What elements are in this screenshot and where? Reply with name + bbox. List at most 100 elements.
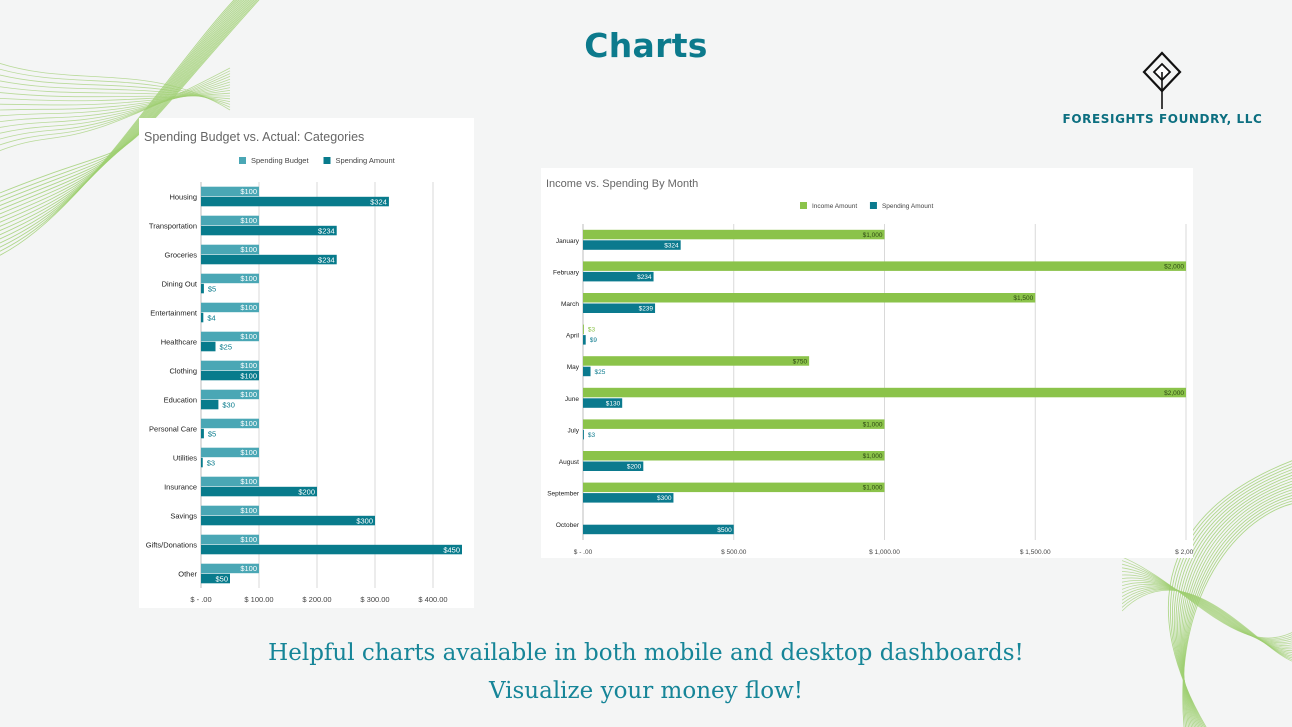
data-label-spending-budget-utilities: $100 [240, 448, 257, 457]
data-label-spending-budget-education: $100 [240, 390, 257, 399]
category-label-october: October [556, 522, 580, 529]
x-tick-label: $ - .00 [190, 595, 211, 604]
data-label-spending-amount-healthcare: $25 [220, 342, 233, 351]
bar-spending-amount-september [583, 493, 674, 503]
decor-line [1122, 563, 1292, 641]
bar-spending-budget-education [201, 389, 259, 400]
data-label-income-amount-january: $1,000 [863, 232, 883, 239]
bar-spending-budget-transportation [201, 215, 259, 226]
category-label-july: July [567, 427, 579, 434]
decor-line [0, 68, 231, 108]
x-tick-label: $ 400.00 [418, 595, 447, 604]
bar-spending-amount-groceries [201, 254, 337, 265]
bar-spending-budget-entertainment [201, 302, 259, 313]
caption-line-2: Visualize your money flow! [488, 678, 804, 704]
bar-spending-budget-other [201, 563, 259, 574]
decor-line [1122, 582, 1292, 650]
x-tick-label: $ 2,000 [1175, 549, 1193, 556]
data-label-spending-amount-january: $324 [664, 242, 679, 249]
category-label-gifts-donations: Gifts/Donations [146, 541, 198, 550]
data-label-spending-budget-dining-out: $100 [240, 274, 257, 283]
legend-swatch-spending-amount [869, 202, 877, 209]
x-tick-label: $ 1,500.00 [1020, 549, 1051, 556]
chart-title: Income vs. Spending By Month [546, 178, 698, 190]
bar-spending-budget-dining-out [201, 273, 259, 284]
decor-line [0, 84, 231, 117]
data-label-income-amount-august: $1,000 [863, 453, 883, 460]
bar-spending-amount-march [583, 303, 656, 313]
data-label-spending-amount-gifts-donations: $450 [443, 545, 460, 554]
bar-income-amount-may [583, 356, 810, 366]
data-label-spending-budget-clothing: $100 [240, 361, 257, 370]
data-label-spending-budget-healthcare: $100 [240, 332, 257, 341]
company-name: FORESIGHTS FOUNDRY, LLC [1062, 112, 1263, 126]
chart-title: Spending Budget vs. Actual: Categories [144, 130, 364, 144]
data-label-spending-amount-april: $9 [590, 337, 598, 344]
diamond-logo-icon [1142, 51, 1182, 109]
data-label-spending-amount-february: $234 [637, 274, 652, 281]
data-label-income-amount-april: $3 [588, 327, 596, 334]
x-tick-label: $ 200.00 [302, 595, 331, 604]
bar-spending-amount-clothing [201, 370, 259, 381]
chart-card-months: Income vs. Spending By Month Income Amoun… [541, 168, 1193, 558]
bar-spending-amount-april [583, 335, 586, 345]
legend-swatch-income-amount [800, 202, 807, 209]
decor-line [0, 74, 231, 105]
bar-spending-amount-july [583, 429, 584, 440]
bar-spending-budget-gifts-donations [201, 534, 259, 545]
category-label-january: January [556, 238, 580, 245]
bar-income-amount-july [583, 419, 885, 429]
category-label-june: June [565, 396, 579, 403]
data-label-spending-budget-housing: $100 [240, 187, 257, 196]
decor-line [0, 80, 231, 102]
bar-income-amount-august [583, 451, 885, 461]
bar-spending-amount-personal-care [201, 428, 204, 439]
legend-swatch-spending-budget [239, 157, 246, 164]
chart-card-categories: Spending Budget vs. Actual: Categories Sp… [139, 118, 474, 608]
caption-line-1: Helpful charts available in both mobile … [268, 640, 1024, 666]
legend-label-spending-budget: Spending Budget [251, 156, 309, 165]
decor-line [0, 90, 231, 106]
data-label-spending-amount-august: $200 [627, 464, 642, 471]
category-label-groceries: Groceries [164, 251, 197, 260]
category-spending-chart: Spending Budget vs. Actual: Categories Sp… [144, 130, 462, 604]
bar-spending-amount-january [583, 240, 681, 250]
data-label-spending-budget-entertainment: $100 [240, 303, 257, 312]
data-label-spending-amount-education: $30 [222, 400, 235, 409]
category-label-may: May [567, 364, 580, 371]
decor-line [0, 87, 231, 111]
decor-line [1122, 571, 1292, 644]
decor-line [0, 62, 231, 111]
category-label-savings: Savings [170, 512, 197, 521]
x-tick-label: $ 100.00 [244, 595, 273, 604]
data-label-spending-amount-other: $50 [215, 574, 228, 583]
data-label-spending-amount-september: $300 [657, 495, 672, 502]
decor-line [0, 81, 231, 123]
data-label-spending-budget-other: $100 [240, 564, 257, 573]
data-label-spending-amount-entertainment: $4 [207, 313, 215, 322]
category-label-healthcare: Healthcare [161, 338, 197, 347]
data-label-income-amount-june: $2,000 [1164, 390, 1184, 397]
bar-spending-budget-healthcare [201, 331, 259, 342]
decor-line [1122, 580, 1292, 648]
category-label-entertainment: Entertainment [150, 309, 198, 318]
category-label-insurance: Insurance [164, 483, 197, 492]
legend-label-income-amount: Income Amount [812, 203, 857, 210]
category-label-april: April [566, 333, 580, 340]
bar-spending-amount-august [583, 461, 644, 471]
bar-spending-budget-insurance [201, 476, 259, 487]
decor-line [1122, 560, 1292, 640]
bar-income-amount-september [583, 482, 885, 493]
legend-label-spending-amount: Spending Amount [336, 156, 396, 165]
x-tick-label: $ 500.00 [721, 549, 747, 556]
bar-spending-amount-gifts-donations [201, 544, 462, 555]
decor-line [1122, 556, 1292, 639]
bar-spending-budget-clothing [201, 360, 259, 371]
data-label-spending-amount-groceries: $234 [318, 255, 335, 264]
data-label-income-amount-may: $750 [793, 358, 808, 365]
data-label-income-amount-march: $1,500 [1013, 295, 1033, 302]
bar-spending-amount-october [583, 524, 734, 535]
data-label-spending-amount-july: $3 [588, 432, 596, 439]
bar-spending-budget-groceries [201, 244, 259, 255]
bar-spending-amount-transportation [201, 225, 337, 236]
